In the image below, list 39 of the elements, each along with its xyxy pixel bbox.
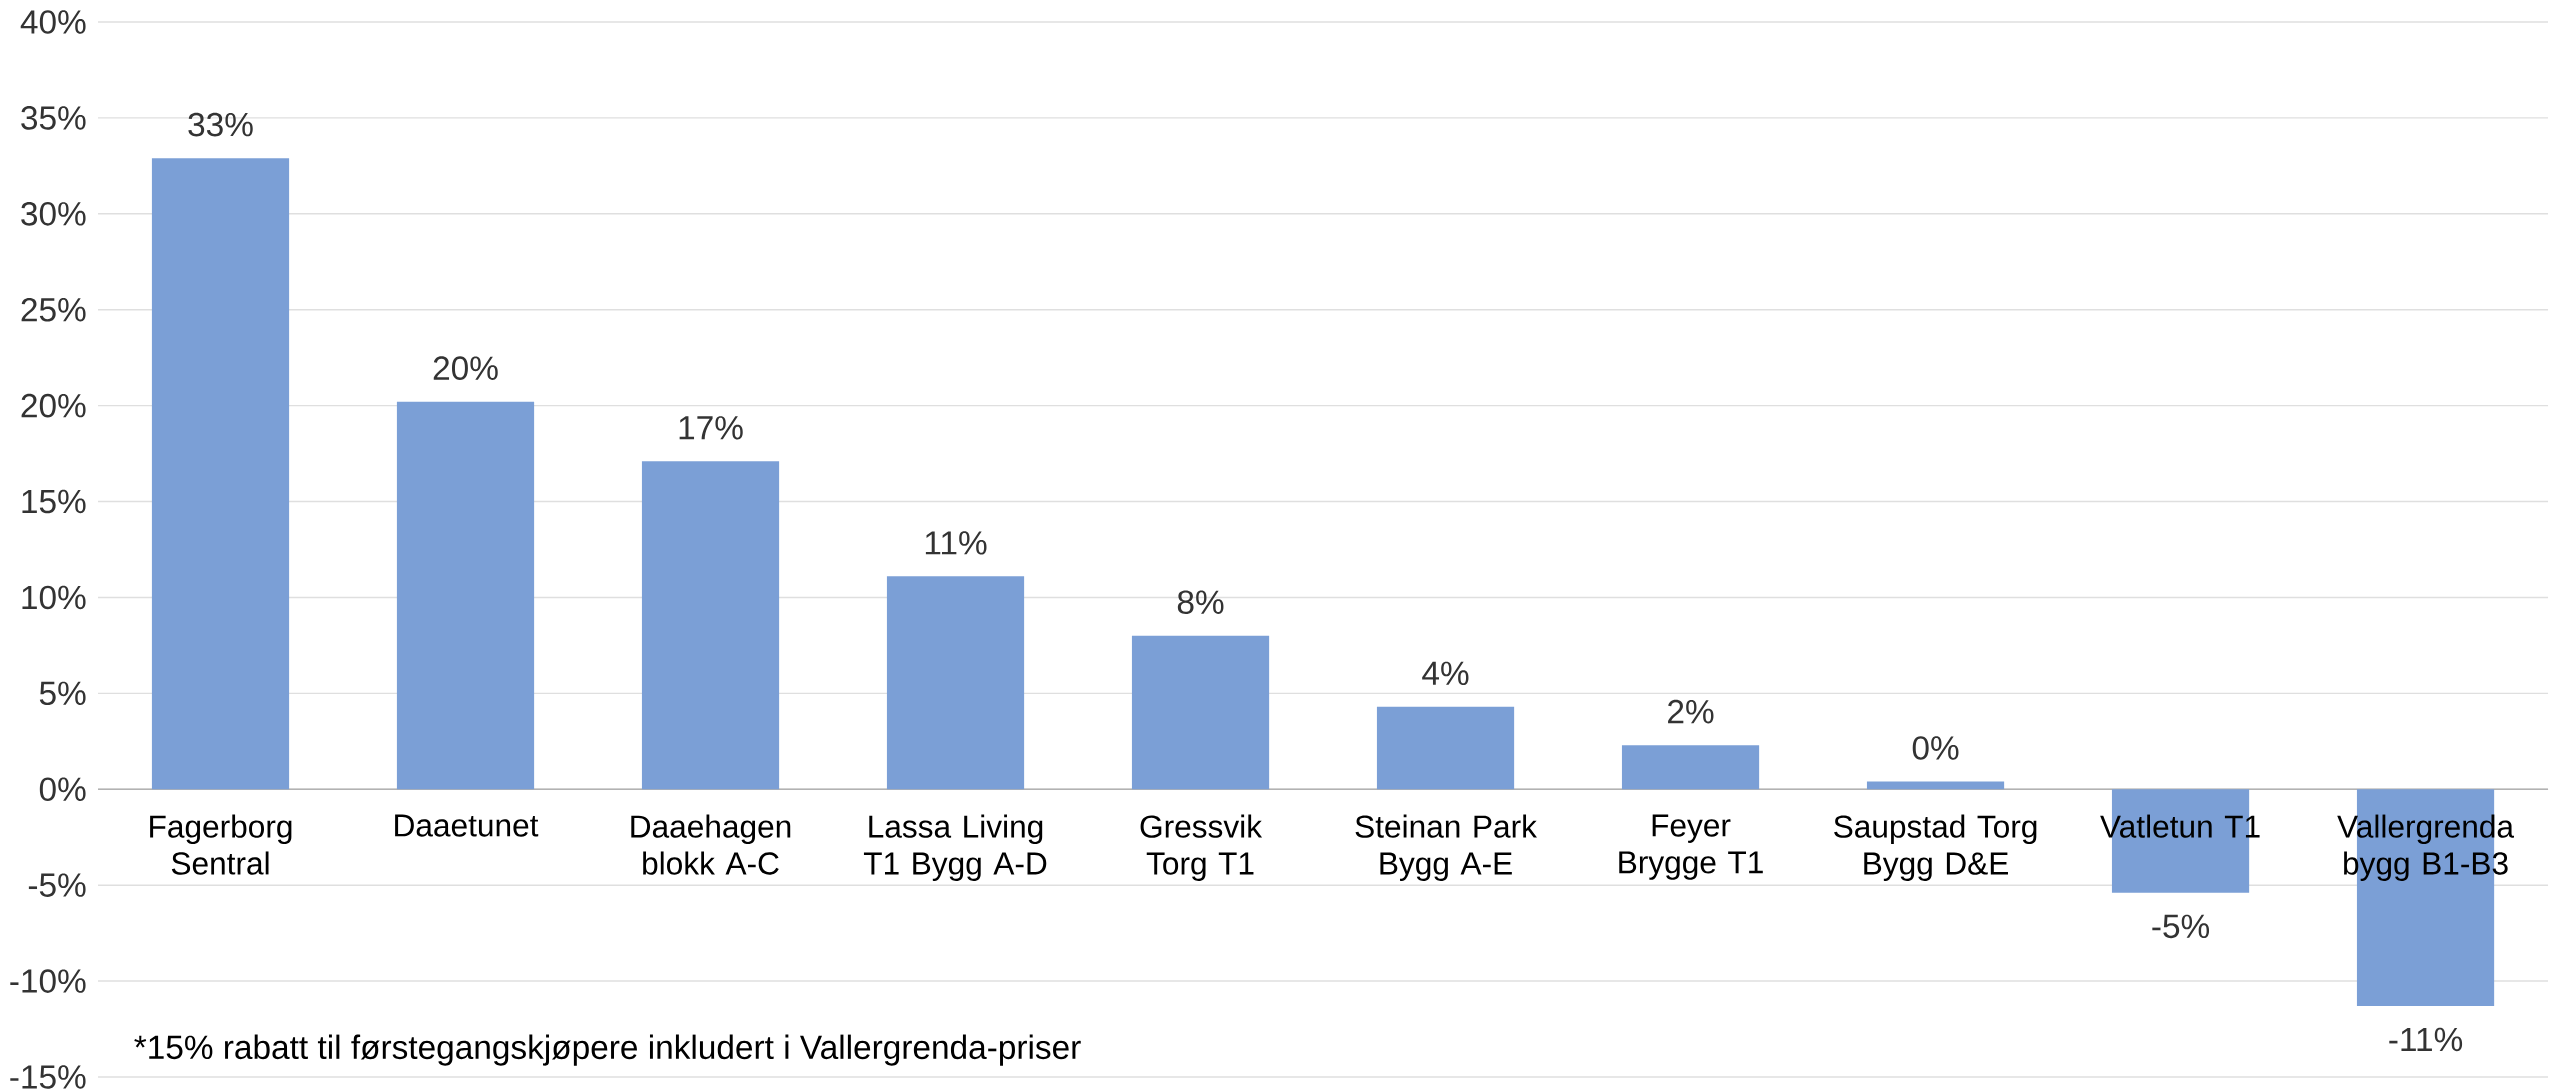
x-tick-label: Lassa Living T1 Bygg A-D (863, 814, 1047, 881)
x-tick-label: Fagerborg Sentral (150, 814, 292, 875)
annotation: *15% rabatt til førstegangskjøpere inkludert i Vallergrenda-priser (134, 1034, 1081, 1066)
y-tick-label: 30% (21, 202, 86, 226)
data-label: -5% (2152, 914, 2210, 939)
x-tick-label: Steinan Park Bygg A-E (1355, 814, 1537, 881)
data-label: 8% (1177, 590, 1224, 615)
data-label: 33% (188, 112, 253, 137)
bar (641, 461, 780, 790)
y-tick-label: -15% (10, 1065, 86, 1089)
bar (1866, 781, 2005, 790)
data-label: 2% (1668, 699, 1714, 724)
bar (1621, 745, 1760, 790)
x-tick-label: Daaehagen blokk A-C (631, 814, 791, 875)
y-tick-label: 15% (22, 489, 86, 514)
bar (886, 576, 1025, 790)
y-tick-label: -5% (28, 873, 86, 897)
y-tick-label: 0% (39, 777, 86, 802)
data-label: 0% (1912, 736, 1959, 760)
bar (1376, 706, 1515, 790)
y-tick-label: 10% (22, 585, 86, 610)
data-label: 11% (925, 531, 987, 555)
y-tick-label: 25% (21, 297, 86, 322)
y-tick-label: 5% (39, 681, 86, 706)
y-tick-label: 40% (20, 10, 86, 34)
x-tick-label: Feyer Brygge T1 (1619, 814, 1763, 880)
bar (151, 158, 290, 790)
x-tick-label: Saupstad Torg Bygg D&E (1834, 814, 2037, 881)
data-label: 4% (1422, 661, 1469, 686)
data-label: 17% (679, 416, 743, 440)
bar (396, 401, 535, 790)
y-tick-label: 35% (21, 106, 86, 130)
bar (1131, 635, 1270, 790)
data-label: 20% (433, 356, 498, 381)
y-tick-label: -10% (10, 969, 86, 993)
x-tick-label: Daaetunet (395, 814, 539, 837)
x-tick-label: Gressvik Torg T1 (1140, 814, 1263, 881)
data-label: -11% (2389, 1027, 2463, 1052)
y-tick-label: 20% (21, 393, 86, 418)
